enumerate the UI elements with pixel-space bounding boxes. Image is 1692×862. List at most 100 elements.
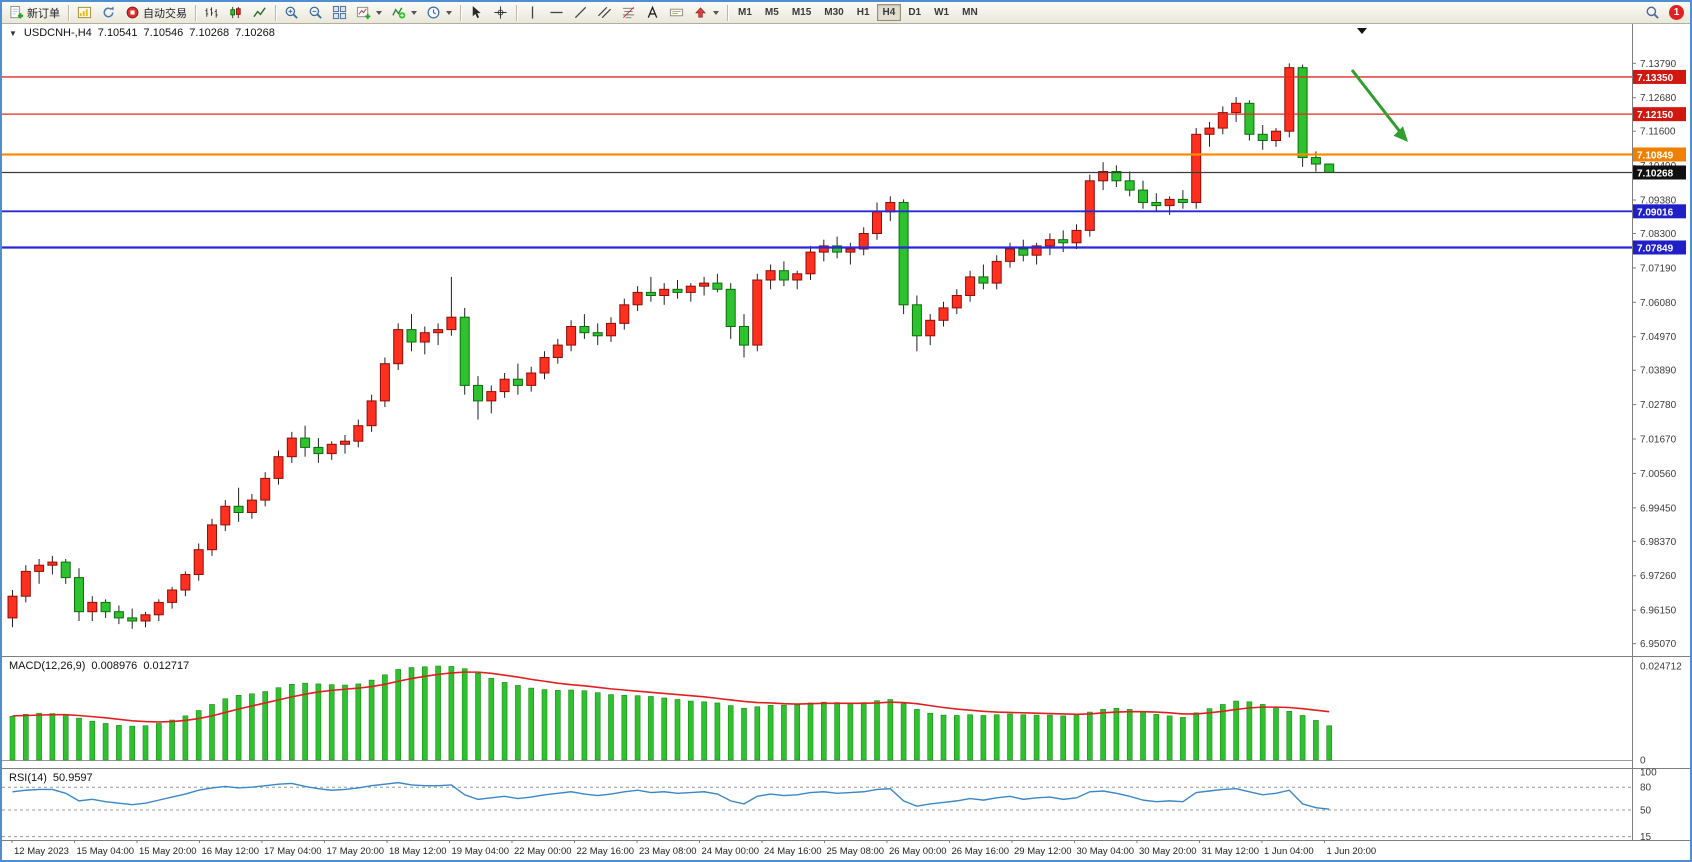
text-icon (645, 5, 660, 20)
indicators-icon (391, 5, 406, 20)
timeframe-m30-button[interactable]: M30 (818, 4, 849, 21)
svg-text:6.99450: 6.99450 (1640, 503, 1677, 514)
toolbar-separator (460, 4, 461, 21)
new-order-button[interactable]: 新订单 (5, 3, 64, 23)
candles-layer (7, 63, 1335, 629)
fibonacci-icon (621, 5, 636, 20)
label-button[interactable] (665, 3, 688, 23)
timeframe-h1-button[interactable]: H1 (851, 4, 876, 21)
rsi-line (12, 781, 1330, 810)
svg-text:7.02780: 7.02780 (1640, 400, 1677, 411)
search-icon (1645, 5, 1660, 20)
autotrading-icon (125, 5, 140, 20)
timeframe-m15-button[interactable]: M15 (786, 4, 817, 21)
fibonacci-button[interactable] (617, 3, 640, 23)
trendline-button[interactable] (569, 3, 592, 23)
chevron-down-icon (411, 10, 417, 15)
tile-windows-button[interactable] (328, 3, 351, 23)
chart-canvas[interactable]: 7.137907.126807.116007.104907.093807.083… (2, 24, 1690, 860)
zoom-out-button[interactable] (304, 3, 327, 23)
timeframe-d1-button[interactable]: D1 (902, 4, 927, 21)
tile-windows-icon (332, 5, 347, 20)
svg-text:7.01670: 7.01670 (1640, 435, 1677, 446)
svg-text:17 May 04:00: 17 May 04:00 (264, 846, 322, 857)
notification-badge[interactable]: 1 (1669, 5, 1684, 20)
horizontal-line-button[interactable] (545, 3, 568, 23)
svg-text:6.97260: 6.97260 (1640, 571, 1677, 582)
svg-text:7.00560: 7.00560 (1640, 469, 1677, 480)
svg-text:6.96150: 6.96150 (1640, 606, 1677, 617)
chart-window-button[interactable] (73, 3, 96, 23)
svg-text:0.024712: 0.024712 (1640, 662, 1682, 673)
svg-text:23 May 08:00: 23 May 08:00 (639, 846, 697, 857)
timeframe-h4-button[interactable]: H4 (876, 4, 902, 21)
svg-text:7.13350: 7.13350 (1637, 73, 1674, 84)
svg-text:19 May 04:00: 19 May 04:00 (452, 846, 510, 857)
toolbar-separator (195, 4, 196, 21)
timeframe-m5-button[interactable]: M5 (759, 4, 785, 21)
svg-text:16 May 12:00: 16 May 12:00 (202, 846, 260, 857)
timeframe-toolbar: M1 M5 M15 M30 H1 H4 D1 W1 MN (732, 4, 984, 21)
svg-text:7.11600: 7.11600 (1640, 127, 1676, 138)
refresh-icon (101, 5, 116, 20)
timeframe-w1-button[interactable]: W1 (928, 4, 955, 21)
text-button[interactable] (641, 3, 664, 23)
svg-text:25 May 08:00: 25 May 08:00 (827, 846, 885, 857)
arrows-button[interactable] (689, 3, 723, 23)
period-button[interactable] (422, 3, 456, 23)
svg-text:26 May 00:00: 26 May 00:00 (889, 846, 947, 857)
svg-text:24 May 00:00: 24 May 00:00 (702, 846, 760, 857)
svg-text:7.12680: 7.12680 (1640, 93, 1677, 104)
rsi-pane: 100 80 50 15 (2, 768, 1657, 843)
svg-text:24 May 16:00: 24 May 16:00 (764, 846, 822, 857)
svg-text:30 May 04:00: 30 May 04:00 (1077, 846, 1135, 857)
svg-text:17 May 20:00: 17 May 20:00 (327, 846, 385, 857)
timeframe-mn-button[interactable]: MN (956, 4, 984, 21)
price-level-tags: 7.13350 7.12150 7.10849 7.10268 7.09016 7.078… (1633, 69, 1686, 255)
trendline-icon (573, 5, 588, 20)
svg-text:7.09016: 7.09016 (1637, 207, 1674, 218)
chart-area: 7.137907.126807.116007.104907.093807.083… (2, 24, 1690, 860)
toolbar-right-group: 1 (1641, 3, 1687, 23)
refresh-button[interactable] (97, 3, 120, 23)
svg-text:15 May 04:00: 15 May 04:00 (77, 846, 135, 857)
toolbar-separator (275, 4, 276, 21)
search-button[interactable] (1641, 3, 1664, 23)
chart-window-icon (77, 5, 92, 20)
channel-button[interactable] (593, 3, 616, 23)
svg-text:29 May 12:00: 29 May 12:00 (1014, 846, 1072, 857)
ohlc-bars-button[interactable] (200, 3, 223, 23)
candlestick-button[interactable] (224, 3, 247, 23)
line-chart-button[interactable] (248, 3, 271, 23)
svg-text:7.07849: 7.07849 (1637, 243, 1674, 254)
svg-text:7.07190: 7.07190 (1640, 263, 1677, 274)
toolbar-separator (727, 4, 728, 21)
arrows-icon (693, 5, 708, 20)
chevron-down-icon (713, 10, 719, 15)
svg-text:6.98370: 6.98370 (1640, 537, 1677, 548)
zoom-out-icon (308, 5, 323, 20)
autotrading-label: 自动交易 (143, 7, 187, 20)
vertical-line-button[interactable] (521, 3, 544, 23)
autotrading-button[interactable]: 自动交易 (121, 3, 191, 23)
svg-text:22 May 00:00: 22 May 00:00 (514, 846, 572, 857)
cursor-button[interactable] (465, 3, 488, 23)
period-clock-icon (426, 5, 441, 20)
indicators-button[interactable] (387, 3, 421, 23)
svg-text:1 Jun 20:00: 1 Jun 20:00 (1327, 846, 1377, 857)
svg-text:7.10268: 7.10268 (1637, 168, 1674, 179)
ohlc-bars-icon (204, 5, 219, 20)
crosshair-button[interactable] (489, 3, 512, 23)
svg-text:12 May 2023: 12 May 2023 (14, 846, 69, 857)
svg-text:7.10849: 7.10849 (1637, 150, 1674, 161)
macd-pane: 0.024712 0 (2, 662, 1682, 767)
svg-text:15: 15 (1640, 832, 1652, 843)
timeframe-m1-button[interactable]: M1 (732, 4, 758, 21)
svg-text:6.95070: 6.95070 (1640, 639, 1677, 650)
zoom-in-button[interactable] (280, 3, 303, 23)
new-chart-button[interactable] (352, 3, 386, 23)
svg-text:80: 80 (1640, 783, 1652, 794)
candlestick-icon (228, 5, 243, 20)
macd-signal-line (12, 671, 1330, 723)
